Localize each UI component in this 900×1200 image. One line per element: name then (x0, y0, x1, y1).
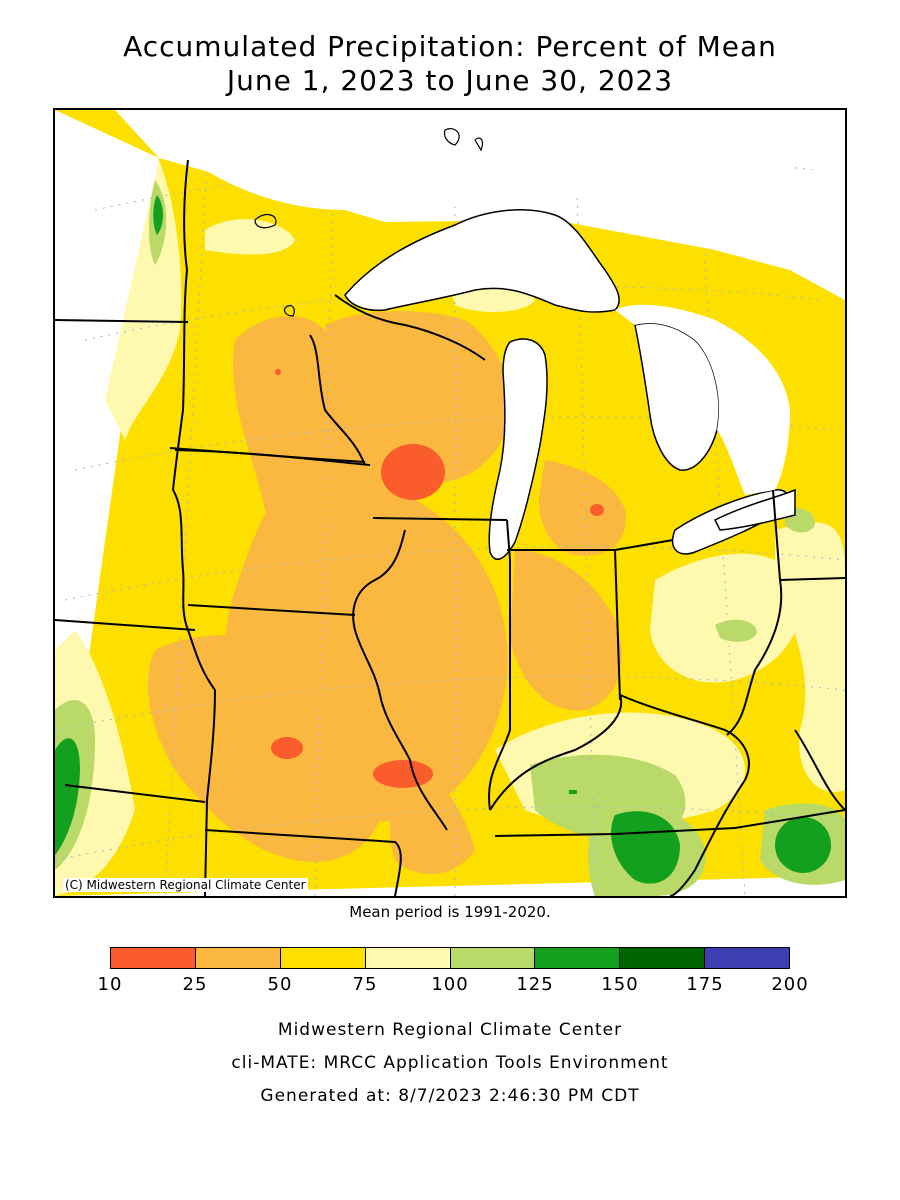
region-10-25-mn (275, 369, 281, 375)
legend-swatch-0 (111, 948, 196, 968)
legend-tick-label: 100 (431, 974, 469, 995)
state-boundaries (55, 159, 845, 896)
legend-swatch-3 (365, 948, 451, 968)
region-25-50-michigan (539, 460, 626, 556)
mean-period-note: Mean period is 1991-2020. (349, 903, 551, 921)
lake-superior (344, 209, 620, 313)
map-subtitle-date-range: June 1, 2023 to June 30, 2023 (226, 64, 674, 97)
lake-huron (634, 322, 720, 471)
legend-swatch-2 (280, 948, 366, 968)
region-10-25-wi (381, 444, 445, 500)
outside-projection-right (790, 110, 845, 300)
region-125-150-tn (611, 811, 680, 884)
legend-tick-label: 10 (97, 974, 123, 995)
region-125-150-nw (153, 195, 163, 235)
region-125-150-ky-spot (569, 790, 577, 794)
legend-tick-label: 75 (352, 974, 378, 995)
legend-tick-label: 50 (267, 974, 293, 995)
canada-white-area (159, 110, 790, 270)
footer-application: cli-MATE: MRCC Application Tools Environ… (231, 1053, 669, 1073)
region-10-25-il (373, 760, 433, 788)
legend-tick-label: 25 (182, 974, 208, 995)
region-10-25-mi (590, 504, 604, 516)
color-legend (110, 947, 790, 969)
lat-lon-grid (55, 110, 845, 896)
legend-swatch-4 (450, 948, 536, 968)
legend-swatch-1 (195, 948, 281, 968)
lake-ontario-area (713, 488, 796, 531)
region-125-150-east (775, 817, 831, 873)
coastlines (254, 128, 484, 317)
region-100-125-ohio-spot (715, 619, 757, 642)
region-25-50-indiana (510, 550, 622, 711)
map-canvas (55, 110, 845, 896)
footer-organization: Midwestern Regional Climate Center (277, 1020, 623, 1040)
footer-generated-time: Generated at: 8/7/2023 2:46:30 PM CDT (260, 1086, 640, 1106)
region-25-50-wisconsin (325, 310, 511, 483)
region-75-100-nd (205, 219, 295, 255)
legend-tick-label: 125 (516, 974, 554, 995)
region-125-150-southwest (55, 738, 80, 855)
precipitation-map: (C) Midwestern Regional Climate Center (53, 108, 847, 898)
legend-swatch-7 (705, 948, 789, 968)
region-10-25-mo (271, 737, 303, 759)
lake-michigan (488, 338, 548, 561)
ontario-east-white (615, 304, 790, 495)
copyright-label: (C) Midwestern Regional Climate Center (63, 878, 308, 892)
region-75-100-ohio (650, 553, 801, 683)
legend-tick-label: 150 (601, 974, 639, 995)
legend-tick-label: 175 (686, 974, 724, 995)
legend-tick-label: 200 (771, 974, 809, 995)
map-title: Accumulated Precipitation: Percent of Me… (123, 30, 777, 63)
legend-swatch-6 (620, 948, 706, 968)
legend-tick-labels: 10 25 50 75 100 125 150 175 200 (98, 974, 808, 998)
region-75-100-east (775, 522, 845, 792)
legend-swatch-5 (535, 948, 621, 968)
